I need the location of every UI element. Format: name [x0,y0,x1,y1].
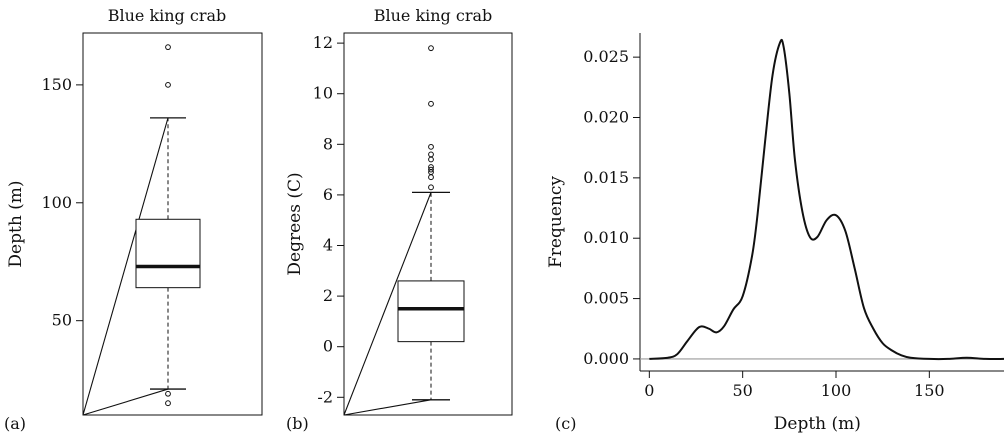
y-tick-label: 2 [323,286,333,305]
plot-frame [343,32,513,416]
outlier-point [165,44,171,51]
y-axis-label: Degrees (C) [285,172,305,275]
y-tick-label: 0.025 [583,47,629,66]
outlier-point [428,174,434,181]
panel-label: (b) [286,414,309,433]
y-axis-label: Frequency [546,176,566,268]
chart-title: Blue king crab [374,6,493,25]
density-curve [649,38,1004,361]
panel-label: (c) [555,414,576,433]
y-tick-label: 10 [313,84,333,103]
zoom-line-lower [343,399,432,416]
zoom-line-lower [82,388,169,416]
iqr-box [135,218,201,289]
zoom-line-upper [343,192,432,416]
outlier-point [165,390,171,397]
y-tick-label: 150 [41,75,72,94]
y-tick-label: 0.015 [583,168,629,187]
y-tick-label: 0.020 [583,108,629,127]
outlier-point [165,400,171,407]
y-tick-label: 0.005 [583,289,629,308]
outlier-point [428,156,434,163]
outlier-point [165,81,171,88]
outlier-point [428,164,434,170]
y-tick-label: 0.010 [583,228,629,247]
y-tick-label: 4 [323,236,333,255]
zoom-line-upper [82,117,169,416]
outlier-point [428,143,434,150]
outlier-point [428,45,434,52]
y-tick-label: 100 [41,193,72,212]
y-tick-label: -2 [317,387,333,406]
outlier-point [428,184,434,191]
x-tick-label: 150 [914,381,945,400]
panel-label: (a) [4,414,26,433]
x-tick-label: 50 [732,381,752,400]
x-axis-label: Depth (m) [774,414,861,433]
outlier-point [428,100,434,107]
x-tick-label: 100 [821,381,852,400]
iqr-box [397,280,465,343]
chart-title: Blue king crab [108,6,227,25]
y-tick-label: 12 [313,33,333,52]
y-tick-label: 8 [323,134,333,153]
y-tick-label: 0 [323,337,333,356]
y-axis-label: Depth (m) [6,180,26,267]
plot-frame [82,32,263,416]
outlier-point [428,151,434,158]
y-tick-label: 0.000 [583,349,629,368]
outlier-point [428,166,434,173]
y-tick-label: 6 [323,185,333,204]
y-tick-label: 50 [52,311,72,330]
x-tick-label: 0 [644,381,654,400]
